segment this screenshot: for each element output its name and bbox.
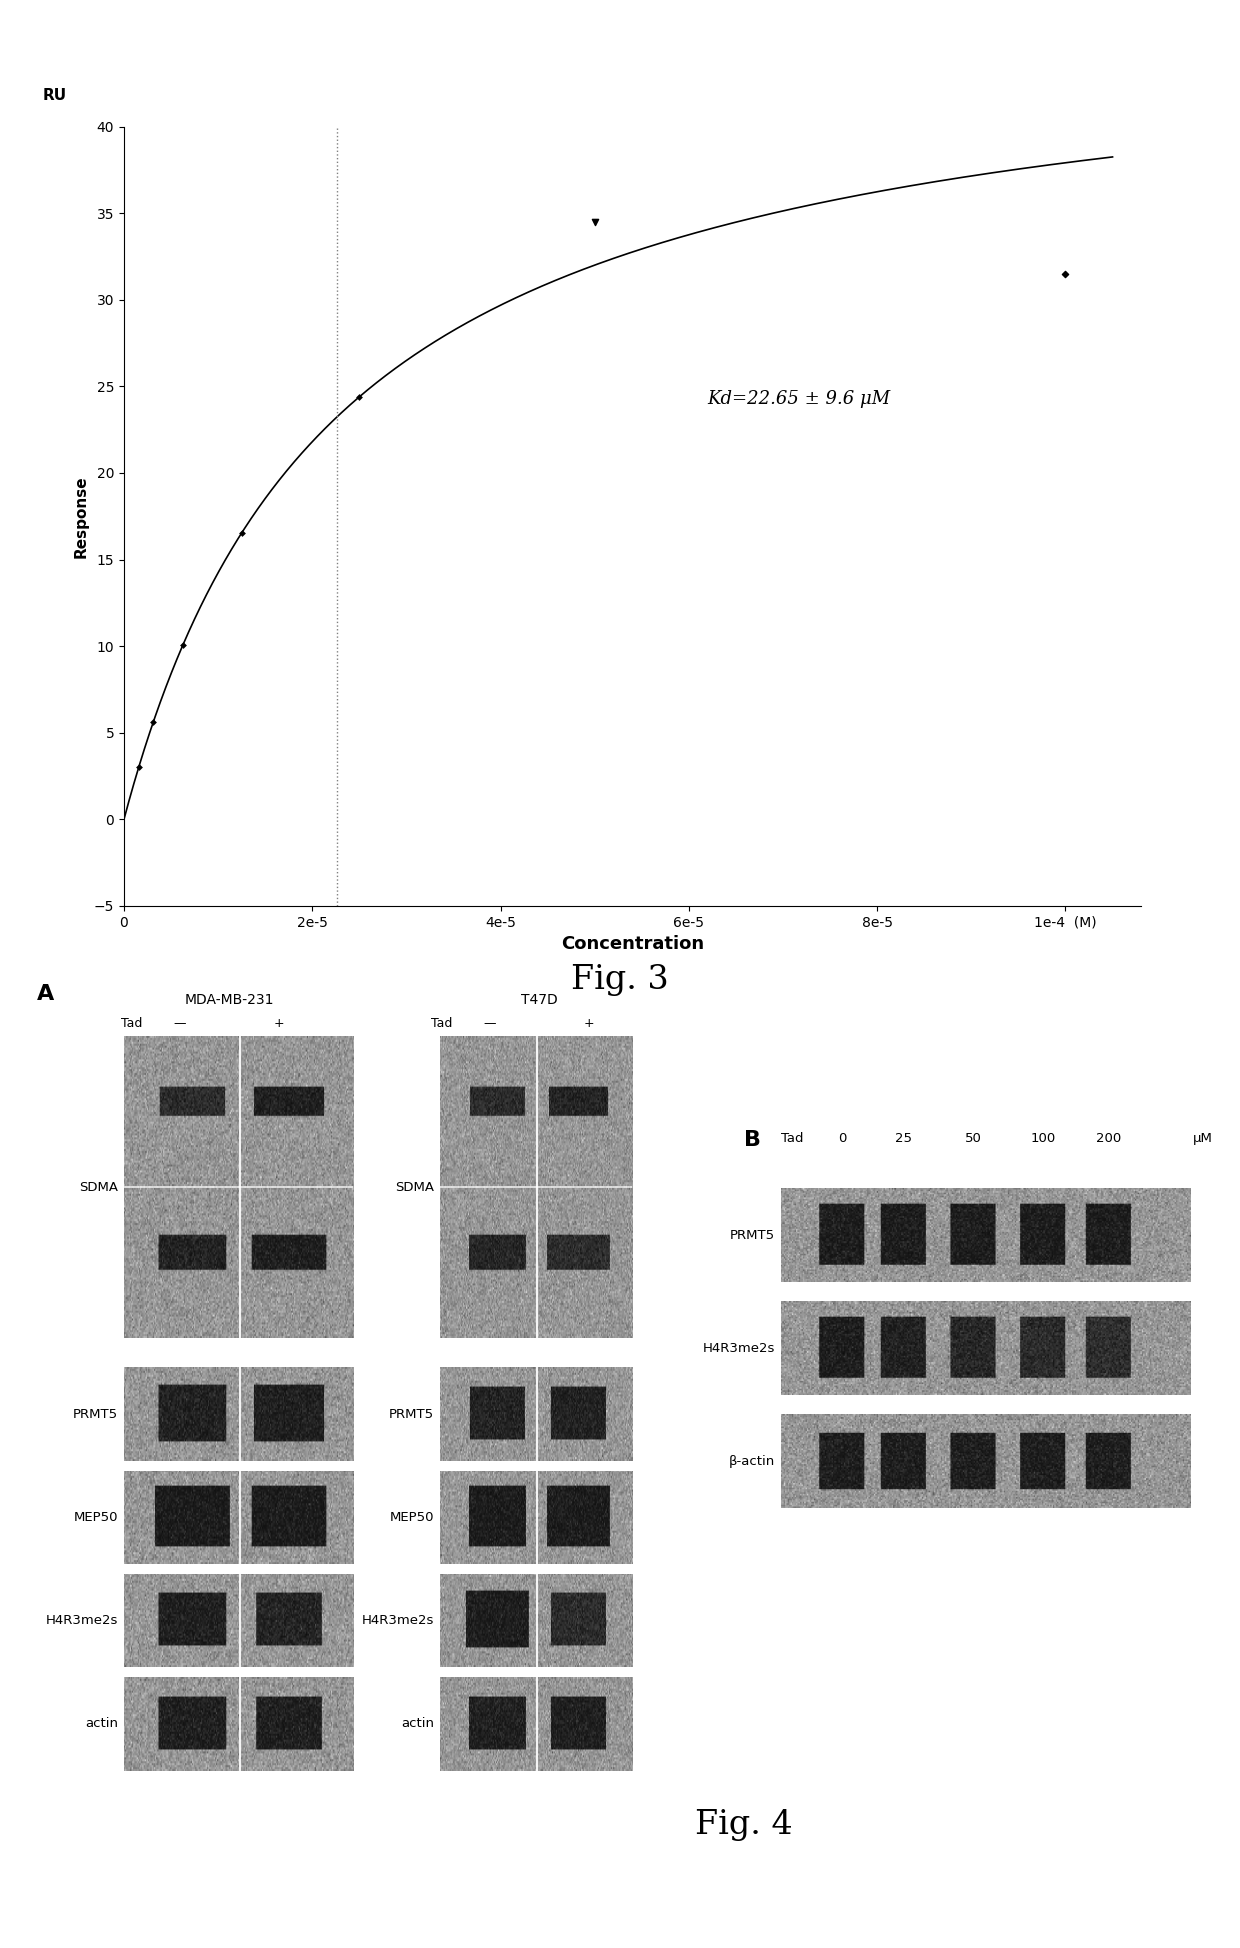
Text: MDA-MB-231: MDA-MB-231	[185, 993, 274, 1007]
Text: Tad: Tad	[781, 1132, 804, 1145]
Text: β-actin: β-actin	[729, 1455, 775, 1467]
Text: 50: 50	[965, 1132, 982, 1145]
Point	[585, 206, 605, 238]
Text: RU: RU	[42, 88, 67, 103]
Text: 200: 200	[1096, 1132, 1121, 1145]
Text: H4R3me2s: H4R3me2s	[46, 1615, 118, 1627]
X-axis label: Concentration: Concentration	[560, 935, 704, 953]
Point	[232, 518, 252, 549]
Text: actin: actin	[401, 1718, 434, 1730]
Text: B: B	[744, 1130, 761, 1149]
Text: PRMT5: PRMT5	[389, 1408, 434, 1420]
Text: 25: 25	[895, 1132, 913, 1145]
Text: PRMT5: PRMT5	[730, 1229, 775, 1241]
Text: H4R3me2s: H4R3me2s	[362, 1615, 434, 1627]
Text: Tad: Tad	[122, 1017, 143, 1030]
Text: Fig. 4: Fig. 4	[696, 1810, 792, 1841]
Text: PRMT5: PRMT5	[73, 1408, 118, 1420]
Text: —: —	[484, 1017, 496, 1030]
Text: T47D: T47D	[521, 993, 558, 1007]
Text: Kd=22.65 ± 9.6 μM: Kd=22.65 ± 9.6 μM	[708, 390, 890, 407]
Text: A: A	[37, 984, 55, 1003]
Text: MEP50: MEP50	[73, 1512, 118, 1523]
Point	[129, 752, 149, 783]
Text: —: —	[174, 1017, 186, 1030]
Text: Tad: Tad	[432, 1017, 453, 1030]
Text: MEP50: MEP50	[389, 1512, 434, 1523]
Text: μM: μM	[1193, 1132, 1213, 1145]
Text: +: +	[274, 1017, 284, 1030]
Point	[172, 629, 192, 660]
Text: +: +	[584, 1017, 594, 1030]
Text: SDMA: SDMA	[79, 1180, 118, 1194]
Text: actin: actin	[84, 1718, 118, 1730]
Point	[144, 705, 164, 736]
Text: H4R3me2s: H4R3me2s	[703, 1342, 775, 1354]
Point	[1055, 259, 1075, 290]
Point	[350, 382, 370, 413]
Text: 100: 100	[1030, 1132, 1055, 1145]
Text: Fig. 3: Fig. 3	[572, 964, 668, 995]
Text: SDMA: SDMA	[396, 1180, 434, 1194]
Text: 0: 0	[838, 1132, 847, 1145]
Y-axis label: Response: Response	[73, 475, 88, 557]
